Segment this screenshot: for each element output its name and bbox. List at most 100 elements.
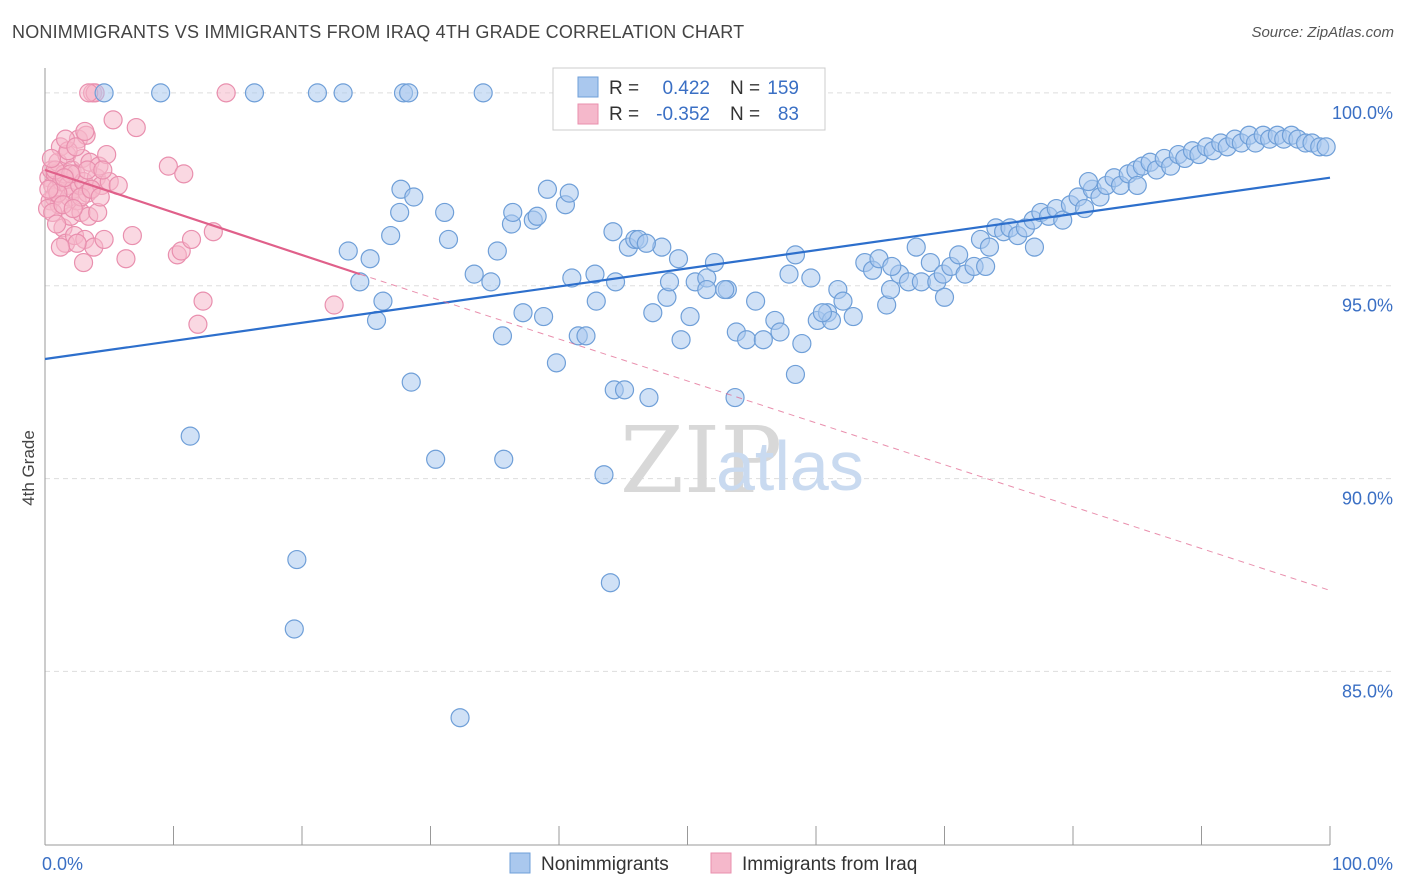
data-point-blue — [533, 306, 554, 327]
data-point-blue — [333, 83, 353, 103]
data-point-blue — [1024, 237, 1045, 257]
series-blue-points — [94, 83, 1336, 728]
data-point-pink — [63, 198, 83, 219]
data-point-pink — [193, 291, 213, 311]
data-point-pink — [116, 249, 136, 269]
legend-r-label-blue: R = — [609, 78, 639, 99]
watermark-atlas: atlas — [716, 427, 864, 505]
data-point-blue — [546, 353, 567, 373]
data-point-pink — [46, 214, 67, 234]
data-point-blue — [527, 206, 547, 226]
legend-r-value-blue: 0.422 — [662, 78, 710, 99]
data-point-blue — [594, 465, 614, 485]
data-point-blue — [1316, 137, 1336, 157]
data-point-blue — [94, 83, 114, 103]
data-point-pink — [126, 117, 146, 138]
data-point-blue — [503, 202, 523, 223]
data-point-blue — [753, 330, 773, 350]
data-point-blue — [438, 229, 459, 250]
data-point-blue — [494, 449, 514, 469]
data-point-blue — [906, 237, 926, 257]
data-point-blue — [307, 83, 328, 103]
data-point-blue — [1074, 198, 1095, 219]
bottom-legend: Nonimmigrants Immigrants from Iraq — [509, 852, 917, 875]
data-point-blue — [426, 449, 446, 469]
data-point-blue — [979, 237, 1000, 257]
watermark: ZIP atlas — [620, 407, 864, 514]
data-point-pink — [73, 252, 94, 273]
y-axis-label: 4th Grade — [19, 430, 38, 506]
data-point-blue — [976, 256, 996, 277]
data-point-blue — [659, 272, 680, 292]
data-point-blue — [792, 333, 812, 354]
data-point-blue — [350, 272, 370, 292]
data-point-blue — [605, 272, 626, 292]
data-point-blue — [603, 222, 623, 242]
data-point-blue — [537, 179, 558, 199]
data-point-blue — [880, 279, 901, 300]
y-tick-label: 100.0% — [1332, 103, 1393, 123]
data-point-blue — [801, 268, 821, 288]
data-point-blue — [833, 291, 853, 311]
data-point-blue — [770, 322, 790, 342]
data-point-pink — [103, 110, 123, 130]
data-point-blue — [639, 387, 659, 408]
data-point-blue — [934, 287, 955, 307]
data-point-pink — [174, 164, 194, 184]
data-point-blue — [576, 326, 596, 346]
trend-line-extension-pink — [359, 273, 1331, 591]
data-point-blue — [481, 272, 501, 292]
data-point-blue — [843, 306, 863, 327]
data-point-blue — [1078, 171, 1099, 192]
data-point-blue — [585, 264, 605, 284]
data-point-blue — [373, 291, 393, 311]
legend-swatch-blue — [577, 76, 599, 98]
data-point-blue — [586, 291, 606, 311]
data-point-blue — [614, 380, 635, 400]
data-point-blue — [668, 249, 689, 269]
data-point-blue — [435, 202, 455, 223]
legend-n-label-pink: N = — [730, 104, 760, 125]
data-point-pink — [122, 225, 142, 246]
data-point-pink — [67, 233, 87, 253]
data-point-blue — [737, 330, 757, 350]
data-point-pink — [41, 148, 62, 169]
data-point-blue — [671, 330, 691, 350]
data-point-blue — [779, 264, 799, 284]
source-label: Source: ZipAtlas.com — [1251, 24, 1394, 41]
x-tick-label-start: 0.0% — [42, 854, 83, 874]
chart-title: NONIMMIGRANTS VS IMMIGRANTS FROM IRAQ 4T… — [12, 22, 745, 42]
data-point-pink — [39, 179, 59, 199]
watermark-zip: ZIP — [620, 407, 782, 514]
data-point-blue — [487, 241, 507, 261]
axes — [44, 68, 1331, 846]
data-point-blue — [746, 291, 766, 311]
trend-line-blue — [44, 176, 1331, 361]
data-point-blue — [287, 549, 307, 570]
data-point-blue — [920, 252, 940, 273]
data-point-pink — [50, 237, 71, 257]
data-point-pink — [93, 160, 113, 180]
data-point-blue — [284, 619, 304, 639]
data-point-pink — [188, 314, 208, 334]
data-point-pink — [54, 168, 74, 188]
data-point-blue — [513, 303, 533, 323]
data-point-blue — [697, 279, 717, 300]
data-point-blue — [244, 83, 265, 103]
legend-n-value-pink: 83 — [778, 104, 799, 125]
y-tick-label: 85.0% — [1342, 681, 1393, 701]
data-point-blue — [399, 83, 419, 103]
data-point-blue — [785, 364, 806, 385]
data-point-blue — [636, 233, 656, 253]
trend-line-pink — [44, 168, 361, 276]
data-point-blue — [680, 306, 700, 327]
data-point-blue — [338, 241, 358, 261]
bottom-legend-swatch-blue — [509, 852, 531, 874]
bottom-legend-swatch-pink — [710, 852, 732, 874]
data-point-pink — [181, 229, 202, 250]
series-pink-points — [37, 83, 344, 334]
data-point-blue — [949, 245, 969, 265]
data-point-blue — [725, 387, 745, 408]
data-point-blue — [715, 279, 735, 300]
